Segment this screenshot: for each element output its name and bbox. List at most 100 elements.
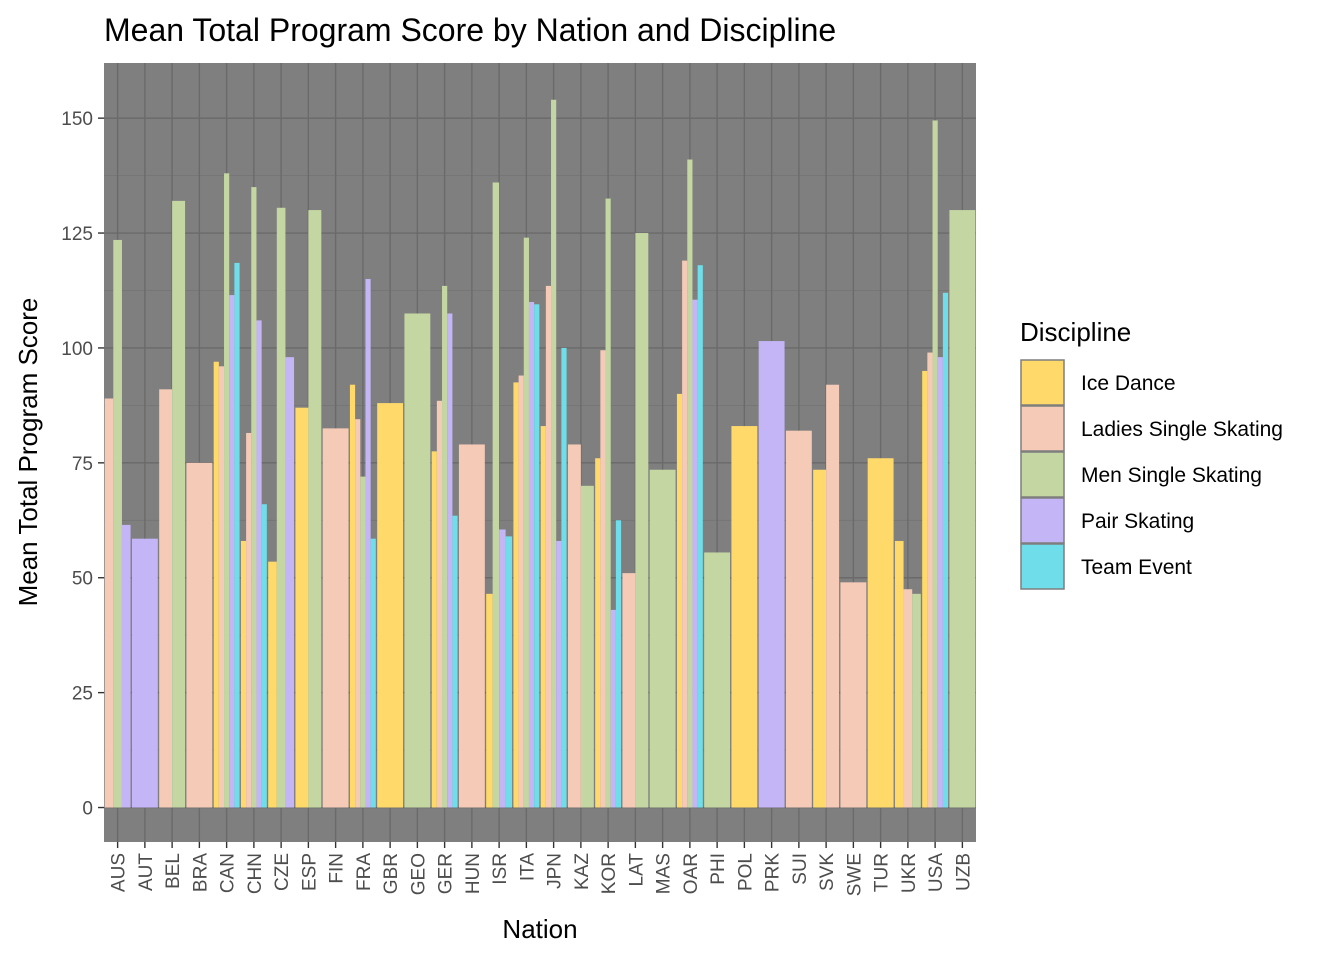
y-tick-label: 125	[61, 224, 93, 245]
legend-label: Pair Skating	[1081, 510, 1194, 533]
bar: CHN Ice Dance: 58	[240, 540, 247, 808]
x-tick-label: GER	[436, 853, 457, 894]
y-tick-label: 50	[72, 569, 93, 590]
bar: UKR Ladies Single Skating: 47.5	[903, 589, 913, 808]
bar: KOR Pair Skating: 43	[610, 609, 616, 808]
y-axis-title: Mean Total Program Score	[13, 298, 43, 607]
bar: KOR Ice Dance: 76	[595, 458, 601, 808]
bar: ISR Men Single Skating: 136	[492, 182, 500, 808]
x-tick-label: CAN	[218, 853, 239, 893]
bar: AUS Pair Skating: 61.5	[121, 524, 131, 808]
y-tick-label: 0	[82, 799, 93, 820]
bar: PHI Men Single Skating: 55.5	[704, 552, 731, 808]
legend-label: Ice Dance	[1081, 372, 1176, 395]
x-tick-label: KAZ	[572, 853, 593, 890]
chart-title: Mean Total Program Score by Nation and D…	[104, 12, 836, 48]
bar: CAN Team Event: 118.5	[234, 262, 240, 808]
bar: GER Ice Dance: 77.5	[431, 451, 437, 808]
x-tick-label: POL	[735, 853, 756, 891]
bar: ITA Pair Skating: 110	[528, 301, 535, 808]
x-tick-label: PRK	[763, 853, 784, 892]
bar: ITA Team Event: 109.5	[534, 304, 540, 808]
bar: JPN Team Event: 100	[561, 347, 567, 808]
bar: SVK Ice Dance: 73.5	[813, 469, 827, 808]
bar: CZE Men Single Skating: 130.5	[276, 207, 286, 808]
bar: CAN Men Single Skating: 138	[224, 173, 230, 808]
bar: KAZ Men Single Skating: 70	[580, 485, 594, 808]
legend: Discipline Ice Dance Ladies Single Skatin…	[1020, 317, 1283, 590]
bar: AUS Men Single Skating: 123.5	[113, 239, 122, 808]
y-tick-label: 150	[61, 109, 93, 130]
x-tick-label: ISR	[490, 853, 511, 885]
x-tick-label: AUT	[136, 853, 157, 891]
bar: CHN Team Event: 66	[261, 504, 267, 808]
bar: USA Men Single Skating: 149.5	[932, 120, 938, 808]
x-tick-label: FRA	[354, 853, 375, 891]
bar: ESP Men Single Skating: 130	[308, 210, 322, 808]
x-tick-label: UZB	[953, 853, 974, 891]
x-tick-label: ESP	[299, 853, 320, 891]
x-tick-label: HUN	[463, 853, 484, 894]
x-tick-label: OAR	[681, 853, 702, 894]
bar: SUI Ladies Single Skating: 82	[785, 430, 812, 808]
bars: AUS Ladies Single Skating: 89AUS Men Sin…	[104, 99, 976, 808]
y-axis: 0 25 50 75 100 125 150	[61, 109, 104, 820]
bar: CHN Men Single Skating: 135	[251, 187, 257, 808]
x-tick-label: JPN	[545, 853, 566, 889]
bar: GER Ladies Single Skating: 88.5	[436, 400, 443, 808]
bar: FRA Ice Dance: 92	[349, 384, 356, 808]
bar: GBR Ice Dance: 88	[377, 403, 404, 808]
bar: CHN Ladies Single Skating: 81.5	[246, 432, 252, 808]
x-tick-label: SUI	[790, 853, 811, 885]
bar: JPN Pair Skating: 58	[556, 540, 562, 808]
bar: ITA Ice Dance: 92.5	[513, 382, 519, 808]
bar: BRA Ladies Single Skating: 75	[186, 462, 213, 808]
bar: CAN Ladies Single Skating: 96	[218, 366, 225, 808]
x-tick-label: CHN	[245, 853, 266, 894]
bar: OAR Ladies Single Skating: 119	[682, 260, 688, 808]
bar: AUS Ladies Single Skating: 89	[104, 398, 114, 808]
x-tick-label: CZE	[272, 853, 293, 891]
x-axis: AUS AUT BEL BRA CAN CHN CZE ESP FIN FRA GBR GEO GER H…	[109, 842, 974, 896]
bar: UKR Men Single Skating: 46.5	[912, 593, 921, 808]
bar: FRA Team Event: 58.5	[370, 538, 376, 808]
legend-label: Ladies Single Skating	[1081, 418, 1283, 441]
x-tick-label: TUR	[872, 853, 893, 892]
bar: UZB Men Single Skating: 130	[949, 210, 976, 808]
bar: ESP Ice Dance: 87	[295, 407, 309, 808]
bar: OAR Ice Dance: 90	[676, 393, 683, 808]
x-tick-label: ITA	[517, 853, 538, 881]
bar: JPN Ice Dance: 83	[540, 426, 546, 808]
bar: GEO Men Single Skating: 107.5	[404, 313, 431, 808]
bar: CAN Pair Skating: 111.5	[229, 295, 235, 808]
bar: BEL Men Single Skating: 132	[172, 200, 186, 808]
bar: KAZ Ladies Single Skating: 79	[567, 444, 581, 808]
x-tick-label: FIN	[327, 853, 348, 884]
bar: ITA Men Single Skating: 124	[523, 237, 529, 808]
bar: FIN Ladies Single Skating: 82.5	[322, 428, 349, 808]
x-tick-label: KOR	[599, 853, 620, 894]
bar: CZE Ice Dance: 53.5	[268, 561, 277, 808]
bar: POL Ice Dance: 83	[731, 426, 758, 808]
legend-swatch	[1020, 543, 1065, 590]
legend-swatch	[1020, 451, 1065, 498]
bar: BEL Ladies Single Skating: 91	[159, 389, 173, 808]
bar: GER Men Single Skating: 113.5	[442, 285, 448, 808]
bar: FRA Ladies Single Skating: 84.5	[355, 419, 361, 808]
x-tick-label: GBR	[381, 853, 402, 894]
bar: GER Pair Skating: 107.5	[447, 313, 453, 808]
bar: LAT Men Single Skating: 125	[635, 233, 649, 808]
legend-swatch	[1020, 359, 1065, 406]
y-tick-label: 25	[72, 684, 93, 705]
legend-items: Ice Dance Ladies Single Skating Men Single…	[1020, 359, 1283, 590]
bar: USA Pair Skating: 98	[937, 357, 943, 808]
bar: CZE Pair Skating: 98	[285, 357, 295, 808]
bar: FRA Pair Skating: 115	[365, 279, 371, 808]
bar: ISR Pair Skating: 60.5	[499, 529, 506, 808]
bar: SVK Ladies Single Skating: 92	[826, 384, 840, 808]
bar: KOR Men Single Skating: 132.5	[605, 198, 611, 808]
x-tick-label: UKR	[899, 853, 920, 893]
bar: CAN Ice Dance: 97	[213, 361, 219, 808]
bar: USA Ladies Single Skating: 99	[927, 352, 933, 808]
bar: OAR Pair Skating: 110.5	[692, 299, 698, 808]
